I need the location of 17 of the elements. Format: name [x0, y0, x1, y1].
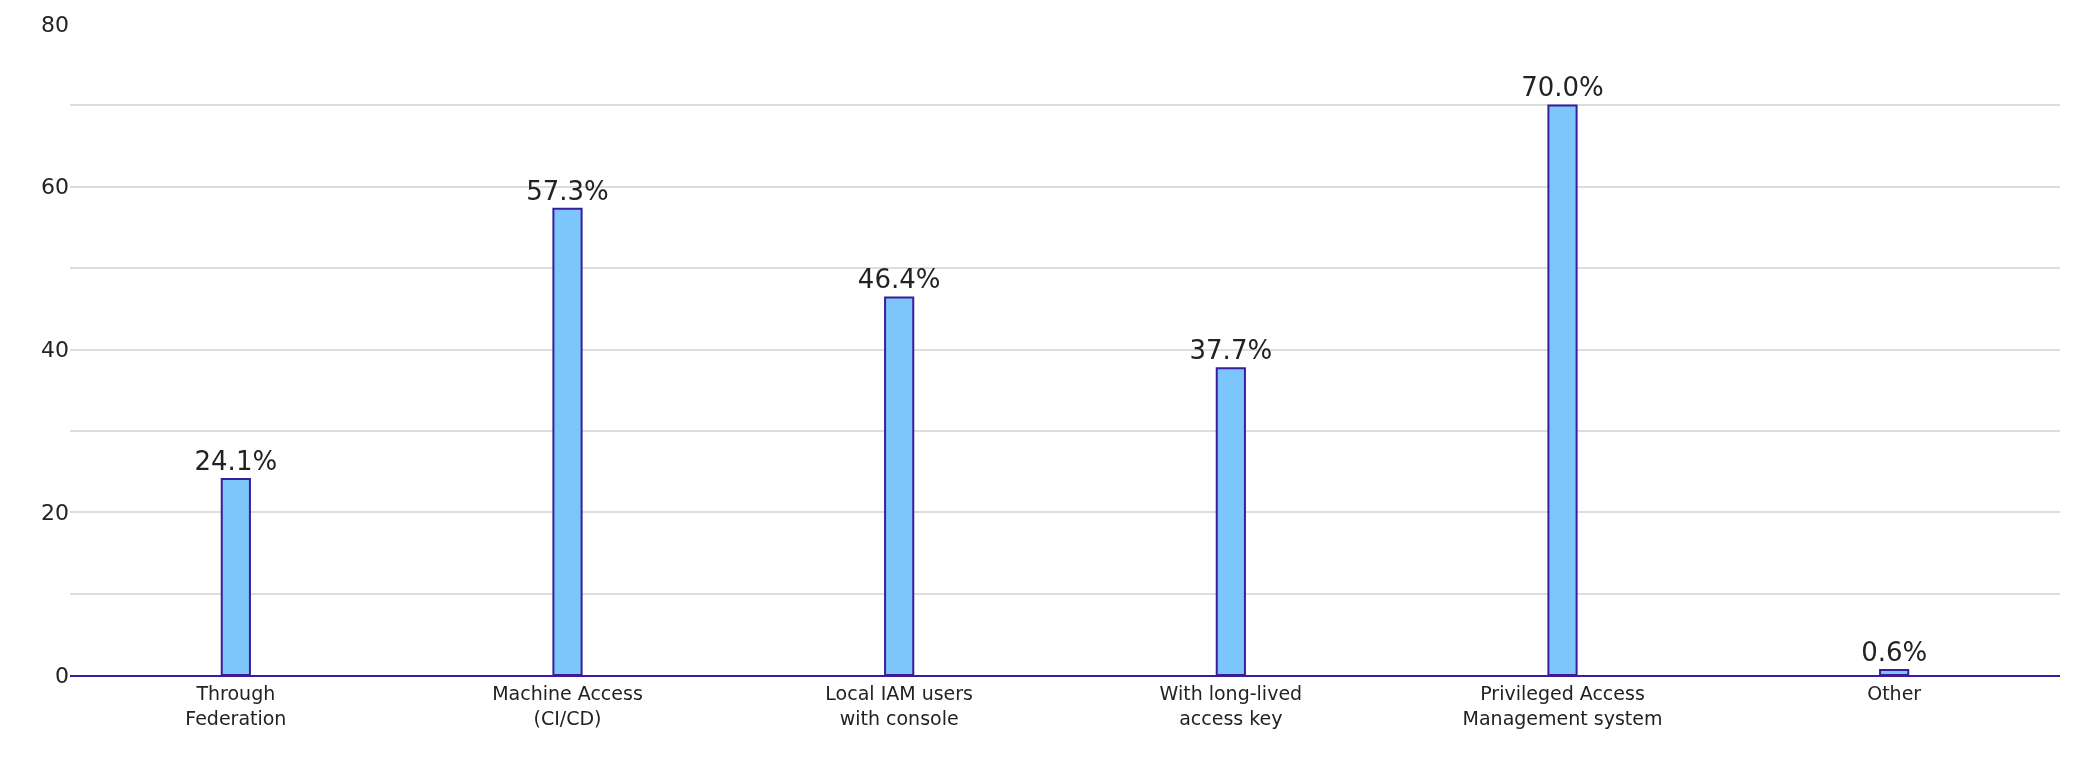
data-label: 46.4%: [857, 264, 941, 295]
x-tick-label: Local IAM users with console: [825, 681, 974, 729]
data-label: 0.6%: [1861, 637, 1928, 668]
data-label: 24.1%: [194, 445, 278, 476]
y-tick-label: 20: [41, 499, 69, 525]
y-tick-label: 80: [41, 11, 69, 37]
y-tick-label: 0: [55, 662, 69, 688]
y-tick-label: 40: [41, 337, 69, 363]
x-tick-label: With long-lived access key: [1159, 681, 1303, 729]
data-label: 57.3%: [526, 175, 609, 206]
x-tick-label: Through Federation: [185, 681, 287, 729]
x-tick-label: Machine Access (CI/CD): [492, 681, 643, 729]
x-tick-label: Privileged Access Management system: [1462, 681, 1663, 729]
y-tick-label: 60: [41, 174, 69, 200]
x-tick-label: Other: [1867, 681, 1922, 704]
data-label: 70.0%: [1521, 72, 1604, 103]
data-label: 37.7%: [1189, 335, 1273, 366]
